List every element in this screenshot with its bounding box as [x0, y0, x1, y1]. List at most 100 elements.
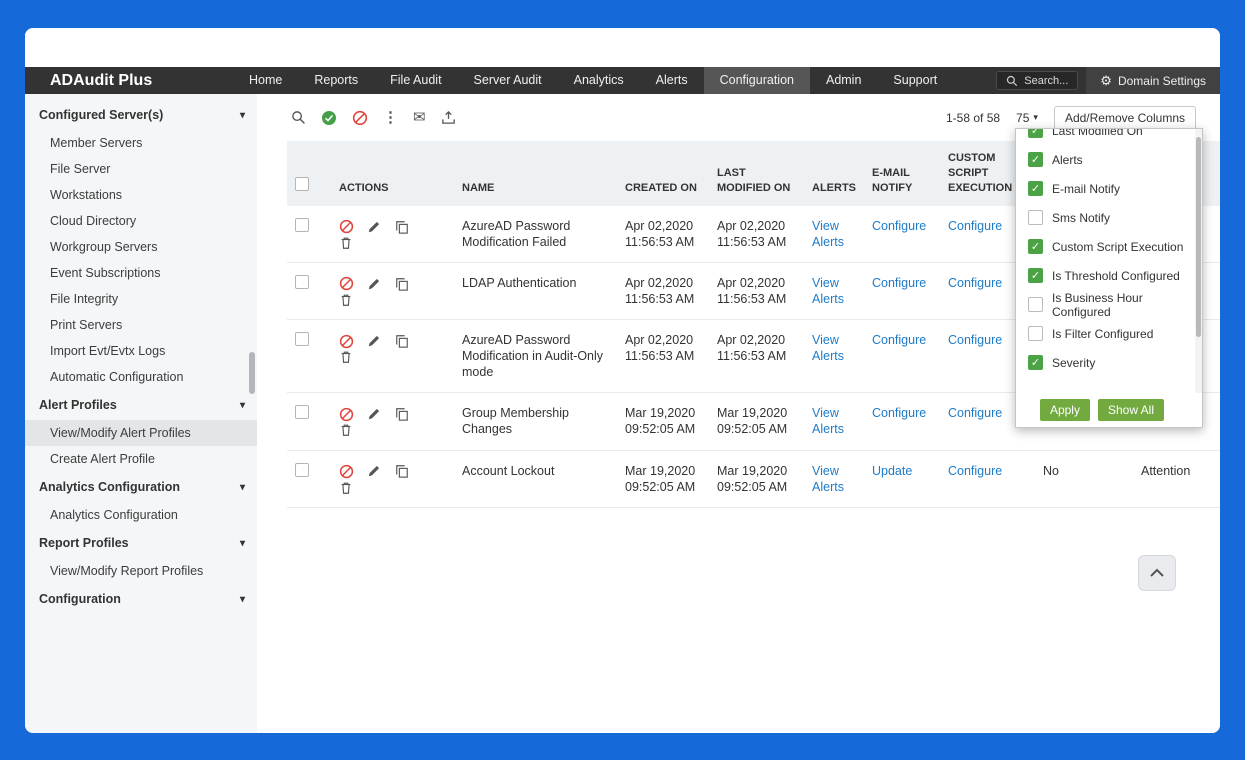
disable-icon[interactable]: [339, 407, 354, 422]
sidebar-section-configured-servers[interactable]: Configured Server(s) ▾: [25, 100, 257, 130]
sidebar-item-event-subscriptions[interactable]: Event Subscriptions: [50, 266, 161, 280]
email-notify-link[interactable]: Update: [872, 463, 913, 478]
column-toggle-sms-notify[interactable]: ✓ Sms Notify: [1028, 203, 1202, 232]
edit-icon[interactable]: [367, 334, 381, 348]
script-execution-link[interactable]: Configure: [948, 406, 1003, 421]
script-execution-link[interactable]: Configure: [948, 276, 1003, 291]
sidebar-section-report-profiles[interactable]: Report Profiles ▾: [25, 528, 257, 558]
edit-icon[interactable]: [367, 407, 381, 421]
nav-item-alerts[interactable]: Alerts: [655, 73, 688, 87]
delete-icon[interactable]: [339, 293, 353, 307]
row-checkbox[interactable]: [295, 405, 309, 420]
sidebar-section-alert-profiles[interactable]: Alert Profiles ▾: [25, 390, 257, 420]
copy-icon[interactable]: [395, 277, 409, 291]
script-execution-link[interactable]: Configure: [948, 333, 1003, 348]
nav-item-analytics[interactable]: Analytics: [573, 73, 624, 87]
view-alerts-link[interactable]: View Alerts: [812, 276, 844, 307]
column-toggle-email-notify[interactable]: ✓ E-mail Notify: [1028, 174, 1202, 203]
checkbox-icon: ✓: [1028, 268, 1043, 283]
email-notify-link[interactable]: Configure: [872, 276, 927, 291]
script-execution-link[interactable]: Configure: [948, 219, 1003, 233]
sidebar-scrollbar[interactable]: [249, 352, 255, 394]
view-alerts-link[interactable]: View Alerts: [812, 333, 844, 364]
edit-icon[interactable]: [367, 277, 381, 291]
email-notify-link[interactable]: Configure: [872, 219, 927, 233]
copy-icon[interactable]: [395, 334, 409, 348]
search-icon: [1007, 75, 1018, 86]
created-on: Mar 19,2020 09:52:05 AM: [617, 450, 709, 508]
sidebar-item-member-servers[interactable]: Member Servers: [50, 136, 143, 150]
nav-item-home[interactable]: Home: [249, 73, 283, 87]
column-toggle-is-business-hour-configured[interactable]: ✓ Is Business Hour Configured: [1028, 290, 1202, 319]
scroll-to-top-button[interactable]: [1138, 555, 1176, 591]
sidebar-item-print-servers[interactable]: Print Servers: [50, 318, 123, 332]
view-alerts-link[interactable]: View Alerts: [812, 406, 844, 437]
sidebar-item-workstations[interactable]: Workstations: [50, 188, 123, 202]
column-toggle-last-modified-on[interactable]: ✓ Last Modified On: [1028, 129, 1202, 145]
search-input[interactable]: Search...: [996, 71, 1079, 90]
sidebar-item-workgroup-servers[interactable]: Workgroup Servers: [50, 240, 158, 254]
enable-icon[interactable]: [321, 110, 337, 126]
disable-icon[interactable]: [339, 219, 354, 234]
page-size-value: 75: [1016, 110, 1030, 125]
header-last-modified-on: LAST MODIFIED ON: [709, 141, 804, 206]
sidebar-item-file-integrity[interactable]: File Integrity: [50, 292, 119, 306]
sidebar-item-cloud-directory[interactable]: Cloud Directory: [50, 214, 137, 228]
email-notify-link[interactable]: Configure: [872, 333, 927, 348]
view-alerts-link[interactable]: View Alerts: [812, 463, 844, 494]
disable-icon[interactable]: [339, 334, 354, 349]
nav-item-support[interactable]: Support: [893, 73, 938, 87]
dropdown-scrollbar-thumb[interactable]: [1196, 137, 1201, 337]
delete-icon[interactable]: [339, 236, 353, 250]
delete-icon[interactable]: [339, 481, 353, 495]
sidebar-item-view-modify-alert-profiles[interactable]: View/Modify Alert Profiles: [25, 420, 257, 446]
row-checkbox[interactable]: [295, 218, 309, 232]
email-notify-link[interactable]: Configure: [872, 406, 927, 421]
row-checkbox[interactable]: [295, 332, 309, 347]
sidebar-item-import-evt-logs[interactable]: Import Evt/Evtx Logs: [50, 344, 166, 358]
sidebar-item-create-alert-profile[interactable]: Create Alert Profile: [50, 452, 155, 466]
page-size-dropdown[interactable]: 75 ▾: [1016, 111, 1038, 125]
sidebar-item-automatic-configuration[interactable]: Automatic Configuration: [50, 370, 184, 384]
copy-icon[interactable]: [395, 407, 409, 421]
sidebar-section-configuration[interactable]: Configuration ▾: [25, 584, 257, 614]
sidebar-item-view-modify-report-profiles[interactable]: View/Modify Report Profiles: [50, 564, 204, 578]
domain-settings-button[interactable]: ⚙ Domain Settings: [1086, 67, 1220, 94]
nav-item-file-audit[interactable]: File Audit: [390, 73, 442, 87]
column-toggle-is-filter-configured[interactable]: ✓ Is Filter Configured: [1028, 319, 1202, 348]
export-icon[interactable]: [441, 110, 456, 125]
nav-item-reports[interactable]: Reports: [314, 73, 359, 87]
copy-icon[interactable]: [395, 220, 409, 234]
column-toggle-alerts[interactable]: ✓ Alerts: [1028, 145, 1202, 174]
column-toggle-is-threshold-configured[interactable]: ✓ Is Threshold Configured: [1028, 261, 1202, 290]
sidebar-item-file-server[interactable]: File Server: [50, 162, 111, 176]
edit-icon[interactable]: [367, 220, 381, 234]
select-all-checkbox[interactable]: [295, 177, 309, 191]
nav-item-admin[interactable]: Admin: [825, 73, 862, 87]
disable-icon[interactable]: [339, 276, 354, 291]
add-remove-columns-button[interactable]: Add/Remove Columns: [1053, 105, 1196, 130]
nav-item-configuration[interactable]: Configuration: [703, 67, 810, 94]
show-all-button[interactable]: Show All: [1097, 399, 1164, 421]
more-options-icon[interactable]: ⋮: [383, 109, 398, 126]
email-icon[interactable]: ✉: [413, 109, 426, 126]
column-toggle-severity[interactable]: ✓ Severity: [1028, 348, 1202, 377]
sidebar-section-analytics-configuration[interactable]: Analytics Configuration ▾: [25, 472, 257, 502]
view-alerts-link[interactable]: View Alerts: [812, 219, 844, 249]
dropdown-scrollbar[interactable]: [1195, 129, 1202, 393]
apply-button[interactable]: Apply: [1039, 399, 1090, 421]
row-checkbox[interactable]: [295, 462, 309, 477]
sidebar-item-analytics-configuration[interactable]: Analytics Configuration: [50, 508, 178, 522]
delete-icon[interactable]: [339, 423, 353, 437]
column-toggle-custom-script-execution[interactable]: ✓ Custom Script Execution: [1028, 232, 1202, 261]
delete-icon[interactable]: [339, 350, 353, 364]
row-checkbox[interactable]: [295, 275, 309, 290]
column-toggle-label: Is Filter Configured: [1052, 326, 1154, 341]
script-execution-link[interactable]: Configure: [948, 463, 1003, 478]
copy-icon[interactable]: [395, 464, 409, 479]
search-icon[interactable]: [291, 110, 306, 125]
edit-icon[interactable]: [367, 464, 381, 478]
disable-icon[interactable]: [352, 110, 368, 126]
disable-icon[interactable]: [339, 464, 354, 479]
nav-item-server-audit[interactable]: Server Audit: [473, 73, 542, 87]
